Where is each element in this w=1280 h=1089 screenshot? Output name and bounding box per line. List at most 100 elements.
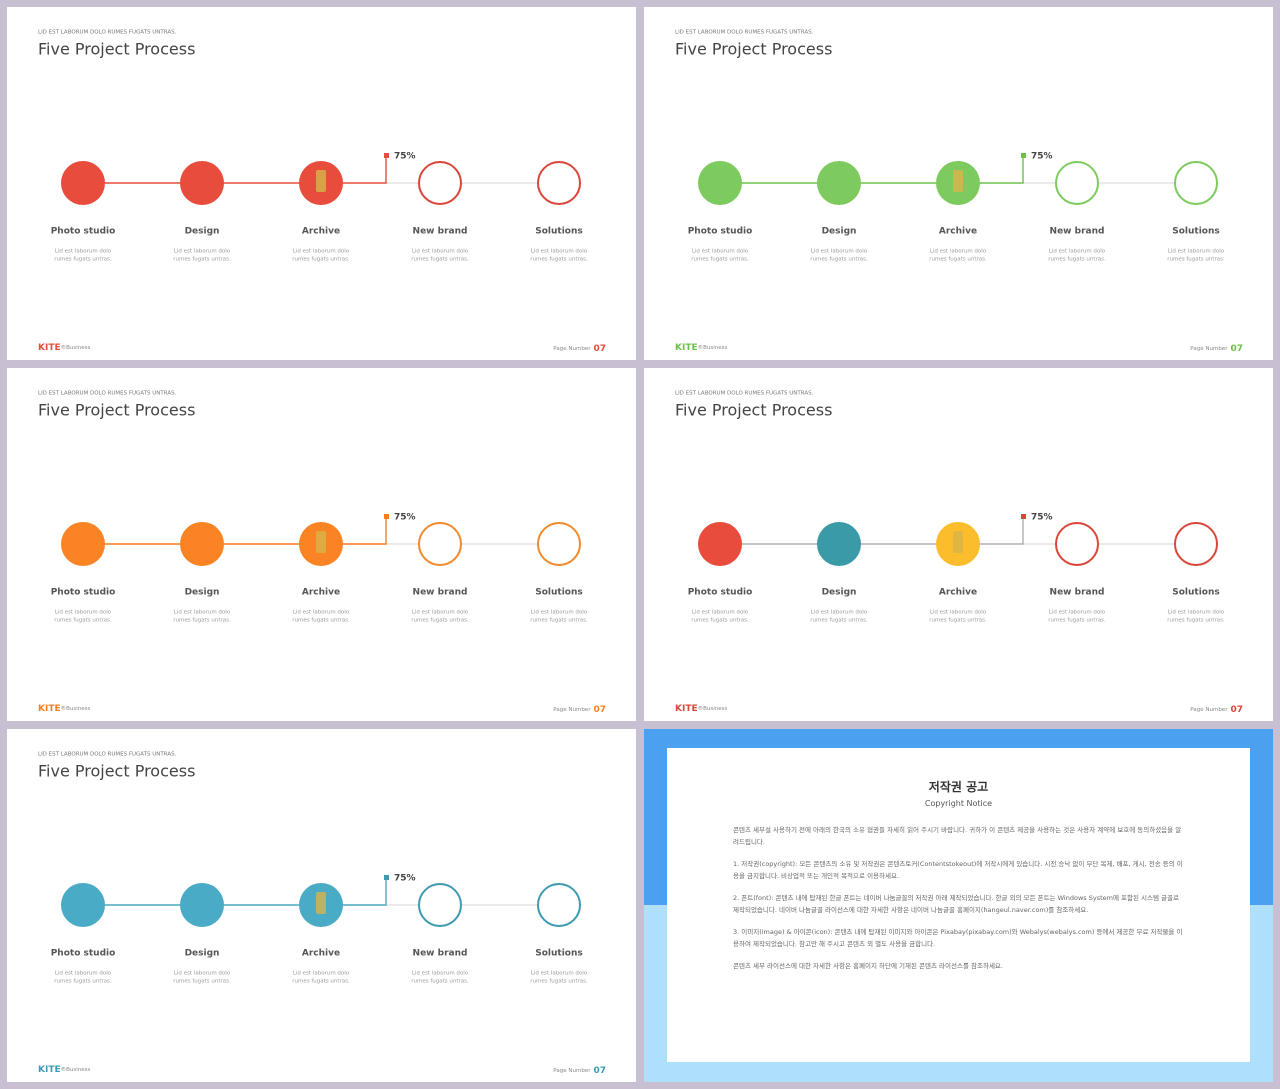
step-desc: Lid est laborum dolo [811,610,868,616]
step-circle [1174,522,1218,566]
copyright-slide: 저작권 공고 Copyright Notice 콘텐츠 세부설 사용하기 전에 … [644,729,1273,1082]
step-circle [418,883,462,927]
step-desc: rumes fugats untras. [691,257,749,263]
step-desc: rumes fugats untras. [1048,257,1106,263]
step-desc: rumes fugats untras. [54,257,112,263]
slide-subtitle: LID EST LABORUM DOLO RUMES FUGATS UNTRAS… [38,752,177,758]
step-circle [61,161,105,205]
brand: KITE®Business [675,343,728,353]
step-circle [61,883,105,927]
step-circle [1055,161,1099,205]
step-label: Design [185,227,220,237]
step-desc: Lid est laborum dolo [1049,610,1106,616]
brand: KITE®Business [38,704,91,714]
brand-name: KITE [38,704,61,714]
step-circle [698,161,742,205]
page-number: Page Number 07 [1190,344,1243,354]
logo-icon [316,892,326,914]
step-desc: Lid est laborum dolo [692,249,749,255]
slide: LID EST LABORUM DOLO RUMES FUGATS UNTRAS… [644,368,1273,721]
logo-icon [316,531,326,553]
step-desc: rumes fugats untras. [292,979,350,985]
step-label: Design [185,949,220,959]
step-desc: Lid est laborum dolo [930,610,987,616]
step-label: Photo studio [688,588,753,598]
step-desc: Lid est laborum dolo [531,971,588,977]
step-desc: rumes fugats untras. [411,257,469,263]
step-desc: rumes fugats untras. [1167,257,1225,263]
step-circle [418,522,462,566]
step-desc: Lid est laborum dolo [531,249,588,255]
progress-label: 75% [1031,513,1053,523]
page-num: 07 [1230,705,1243,715]
step-desc: Lid est laborum dolo [1168,249,1225,255]
logo-icon [953,170,963,192]
step-desc: rumes fugats untras. [691,618,749,624]
step-label: Archive [939,588,977,598]
logo-icon [953,531,963,553]
step-desc: rumes fugats untras. [1048,618,1106,624]
step-label: Solutions [1172,588,1220,598]
page-number: Page Number 07 [553,705,606,715]
step-desc: rumes fugats untras. [810,257,868,263]
brand: KITE®Business [38,1065,91,1075]
step-desc: rumes fugats untras. [292,618,350,624]
page-num: 07 [1230,344,1243,354]
step-circle [1174,161,1218,205]
step-desc: rumes fugats untras. [929,618,987,624]
step-desc: rumes fugats untras. [292,257,350,263]
slide-title: Five Project Process [38,40,195,59]
step-desc: Lid est laborum dolo [412,610,469,616]
step-desc: Lid est laborum dolo [293,610,350,616]
notice-subtitle: Copyright Notice [924,799,993,808]
page-number: Page Number 07 [553,1066,606,1076]
brand: KITE®Business [38,343,91,353]
brand-name: KITE [675,704,698,714]
slide: LID EST LABORUM DOLO RUMES FUGATS UNTRAS… [7,7,636,360]
step-desc: Lid est laborum dolo [174,610,231,616]
brand-suffix: ®Business [61,344,91,351]
step-label: Design [822,227,857,237]
notice-paragraph: 1. 저작권(copyright): 모든 콘텐츠의 소유 및 저작권은 콘텐츠… [733,860,1183,880]
notice-paragraph: 콘텐츠 세부 라이선스에 대한 자세한 사항은 홈페이지 하단에 기재된 콘텐츠… [733,962,1003,970]
step-label: Archive [302,588,340,598]
logo-icon [316,170,326,192]
step-desc: rumes fugats untras. [530,979,588,985]
step-desc: Lid est laborum dolo [293,249,350,255]
brand-suffix: ®Business [698,705,728,712]
progress-marker [384,153,389,158]
step-desc: Lid est laborum dolo [55,971,112,977]
step-desc: Lid est laborum dolo [55,610,112,616]
step-label: Photo studio [51,227,116,237]
step-desc: Lid est laborum dolo [293,971,350,977]
slide-title: Five Project Process [38,762,195,781]
progress-marker [384,875,389,880]
brand-suffix: ®Business [61,705,91,712]
step-desc: Lid est laborum dolo [1168,610,1225,616]
step-label: Solutions [535,949,583,959]
page-label: Page Number [553,1068,591,1074]
page-label: Page Number [553,346,591,352]
step-label: New brand [413,949,468,959]
step-label: Solutions [535,227,583,237]
step-desc: Lid est laborum dolo [174,971,231,977]
step-label: New brand [413,227,468,237]
slide-subtitle: LID EST LABORUM DOLO RUMES FUGATS UNTRAS… [38,30,177,36]
step-desc: Lid est laborum dolo [412,249,469,255]
slide-title: Five Project Process [675,401,832,420]
page-label: Page Number [1190,707,1228,713]
step-desc: Lid est laborum dolo [811,249,868,255]
step-circle [180,522,224,566]
step-desc: rumes fugats untras. [173,979,231,985]
step-desc: rumes fugats untras. [530,618,588,624]
slide-subtitle: LID EST LABORUM DOLO RUMES FUGATS UNTRAS… [38,391,177,397]
step-desc: rumes fugats untras. [411,618,469,624]
step-label: New brand [1050,227,1105,237]
page-num: 07 [593,344,606,354]
step-circle [1055,522,1099,566]
step-circle [698,522,742,566]
slide-title: Five Project Process [38,401,195,420]
step-desc: rumes fugats untras. [929,257,987,263]
step-circle [537,161,581,205]
step-desc: Lid est laborum dolo [412,971,469,977]
